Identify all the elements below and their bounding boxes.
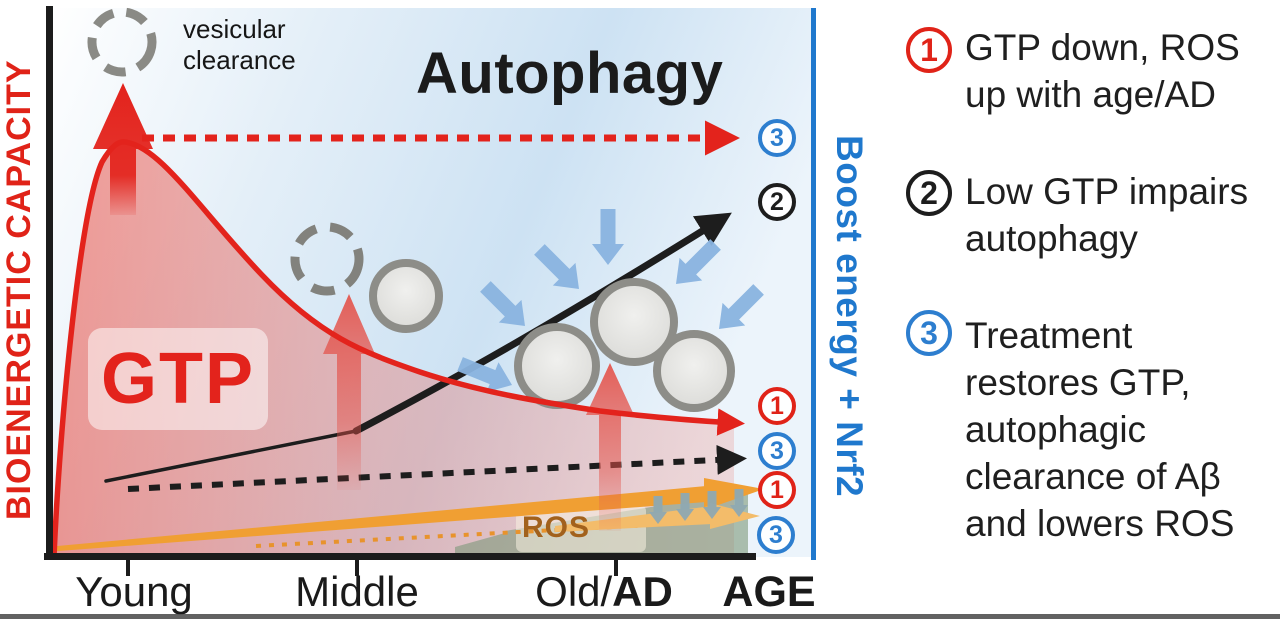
- autophagy-title: Autophagy: [416, 41, 724, 106]
- amyloid-line-early: [104, 429, 358, 483]
- x-axis-tick-middle: [355, 560, 359, 576]
- plot-marker-1-ros: 1: [758, 471, 796, 509]
- ros-treated-arrow: [555, 506, 712, 532]
- x-tick-label-old-prefix: Old/: [535, 568, 613, 615]
- legend-number-2: 2: [906, 170, 952, 216]
- vesicle-circle: [653, 330, 735, 412]
- gtp-label: GTP: [100, 339, 255, 419]
- ros-line-arrowhead: [704, 478, 764, 510]
- gtp-curve: [51, 139, 745, 557]
- vesicle-cluster: [369, 259, 735, 412]
- plot-marker-2-autophagy: 2: [758, 183, 796, 221]
- ros-line: [52, 486, 706, 552]
- x-tick-label-young: Young: [75, 568, 193, 615]
- plot-marker-1-gtp: 1: [758, 387, 796, 425]
- x-axis-line: [44, 553, 756, 560]
- ros-treated-arrowhead: [710, 503, 760, 529]
- red-up-arrow-peak: [93, 83, 153, 215]
- right-axis-line: [811, 8, 816, 560]
- legend-number-1: 1: [906, 27, 952, 73]
- red-up-arrow-middle: [323, 294, 375, 490]
- vesicle-circle: [369, 259, 443, 333]
- gtp-label-box: GTP: [88, 328, 268, 430]
- x-axis-tick-young: [126, 560, 130, 576]
- vesicle-circle: [590, 278, 678, 366]
- plot-marker-3-amyloid-treated: 3: [758, 432, 796, 470]
- blue-arrow-icon: [676, 239, 721, 284]
- legend-text-2: Low GTP impairs autophagy: [965, 171, 1249, 259]
- legend-text-3: Treatment restores GTP, autophagic clear…: [965, 315, 1235, 544]
- x-tick-label-middle: Middle: [295, 568, 419, 615]
- y-axis-line: [46, 6, 53, 557]
- blue-arrow-icon: [534, 244, 579, 289]
- red-up-arrow-old: [586, 363, 634, 531]
- bottom-border: [0, 614, 1280, 619]
- blue-arrow-icon: [719, 284, 764, 329]
- vesicular-clearance-label: vesicular clearance: [183, 14, 296, 75]
- gtp-curve-fill: [54, 141, 734, 556]
- ros-down-arrows: [649, 489, 748, 524]
- dashed-vesicle-icon: [290, 222, 364, 296]
- x-tick-label-ad: AD: [612, 568, 673, 615]
- ros-label: ROS: [522, 511, 591, 544]
- vesicle-circle: [514, 323, 600, 409]
- blue-arrow-icon: [480, 281, 525, 326]
- x-axis-title-age: AGE: [722, 568, 816, 616]
- right-axis-label: Boost energy + Nrf2: [829, 134, 870, 498]
- plot-marker-3-ros-treated: 3: [757, 516, 795, 554]
- blue-arrow-icon: [592, 209, 624, 265]
- plot-marker-3-gtp-treated: 3: [758, 119, 796, 157]
- legend-number-3: 3: [906, 310, 952, 356]
- x-tick-label-old-ad: Old/AD: [535, 568, 673, 616]
- x-axis-tick-old: [614, 560, 618, 576]
- dashed-vesicle-icon: [87, 7, 157, 77]
- boost-energy-arrows: [457, 209, 764, 392]
- amyloid-treated-dotted-line: [127, 444, 747, 492]
- y-axis-label: BIOENERGETIC CAPACITY: [0, 59, 38, 521]
- blue-arrow-icon: [457, 357, 512, 392]
- legend-text-1: GTP down, ROS up with age/AD: [965, 27, 1240, 115]
